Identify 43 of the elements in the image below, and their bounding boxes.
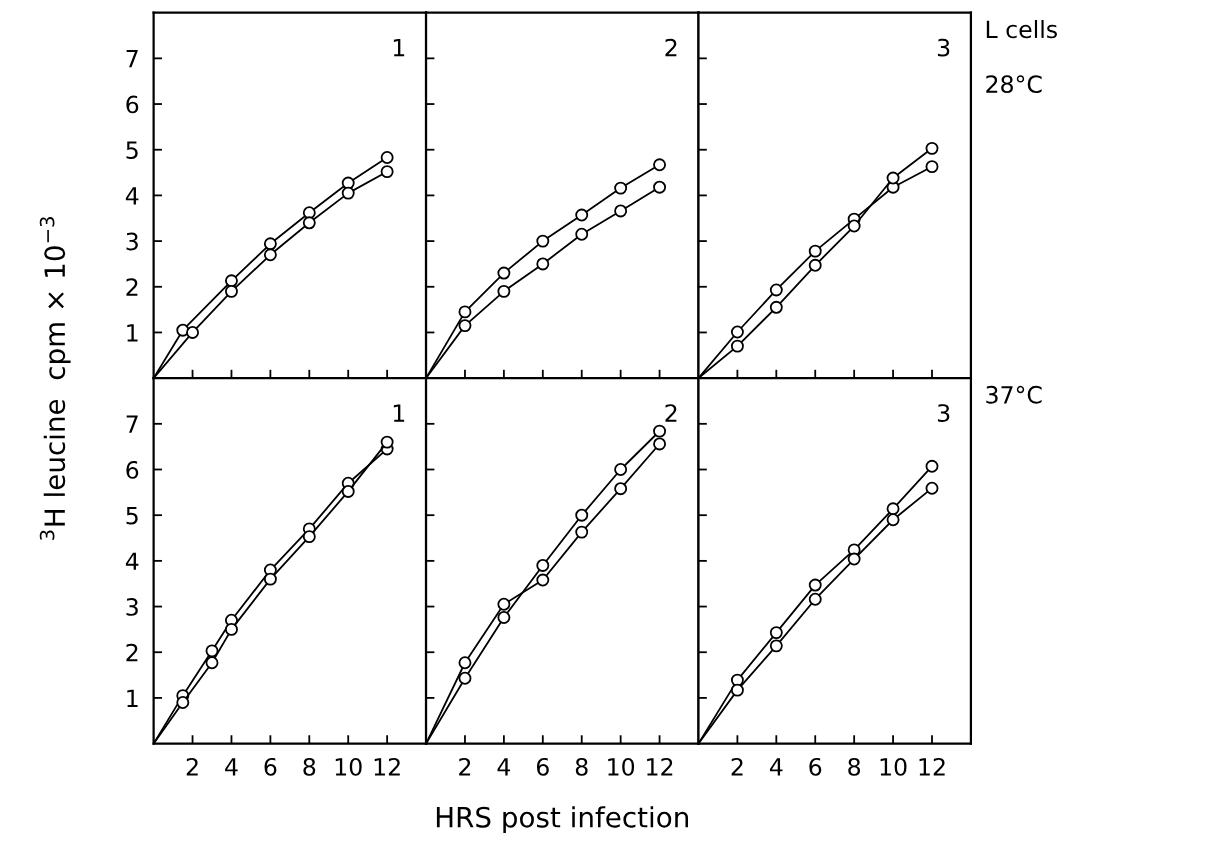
annotation: 3 <box>937 38 950 57</box>
x-axis-title: HRS post infection <box>436 806 688 834</box>
x-tick-label: 8 <box>303 757 316 776</box>
annotation: 2 <box>665 38 677 57</box>
y-tick-label: 2 <box>126 643 138 662</box>
x-tick-label: 10 <box>608 757 635 776</box>
x-tick-label: 2 <box>186 757 198 776</box>
y-tick-label: 6 <box>126 95 139 114</box>
y-tick-label: 1 <box>127 324 138 342</box>
y-tick-label: 7 <box>126 50 138 68</box>
text: 28°C <box>986 75 1042 94</box>
x-tick-label: 8 <box>848 757 861 776</box>
x-tick-label: 8 <box>575 757 588 776</box>
y-tick-label: 5 <box>126 141 138 160</box>
annotation: 1 <box>393 38 405 57</box>
x-tick-label: 2 <box>459 757 471 776</box>
x-tick-label: 4 <box>769 758 783 776</box>
y-tick-label: 4 <box>125 187 139 205</box>
annotation: 3 <box>937 404 950 422</box>
x-tick-label: 10 <box>335 757 362 776</box>
y-tick-label: 3 <box>126 598 138 616</box>
annotation: 1 <box>393 404 405 422</box>
text: 37°C <box>986 385 1042 404</box>
y-tick-label: 2 <box>126 278 138 296</box>
y-tick-label: 6 <box>126 460 139 479</box>
x-tick-label: 12 <box>919 757 945 776</box>
y-tick-label: 1 <box>127 689 138 707</box>
y-tick-label: 3 <box>126 232 138 251</box>
x-tick-label: 10 <box>880 757 907 776</box>
x-tick-label: 4 <box>497 758 511 776</box>
x-tick-label: 4 <box>225 758 238 776</box>
x-tick-label: 12 <box>374 757 400 776</box>
text: L cells <box>986 19 1057 39</box>
x-tick-label: 12 <box>647 757 673 776</box>
y-tick-label: 4 <box>125 552 139 570</box>
y-axis-title: $^{3}$H leucine cpm × 10$^{−3}$ <box>39 217 71 540</box>
annotation: 2 <box>665 404 677 422</box>
y-tick-label: 7 <box>126 415 138 433</box>
y-tick-label: 5 <box>126 506 138 525</box>
x-tick-label: 6 <box>264 757 277 776</box>
x-tick-label: 6 <box>809 757 822 776</box>
x-tick-label: 2 <box>731 757 743 776</box>
x-tick-label: 6 <box>536 757 549 776</box>
